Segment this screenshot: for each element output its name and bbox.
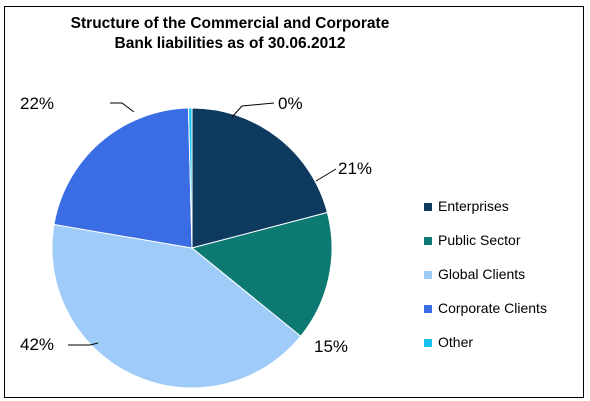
leader-line-enterprises <box>315 168 337 182</box>
data-label-global-clients: 42% <box>20 335 54 354</box>
data-label-other: 0% <box>278 94 303 113</box>
data-label-enterprises: 21% <box>338 159 372 178</box>
pie-slice-global-clients <box>51 223 302 389</box>
pie-slice-public-sector <box>190 211 333 337</box>
leader-line-other <box>231 102 275 118</box>
chart-title: Structure of the Commercial and Corporat… <box>60 14 400 54</box>
data-label-corporate-clients: 22% <box>20 94 54 113</box>
legend-swatch-public-sector <box>424 237 432 245</box>
legend-swatch-corporate-clients <box>424 305 432 313</box>
legend-label-enterprises: Enterprises <box>438 198 509 214</box>
chart-frame <box>4 6 584 398</box>
legend-label-corporate-clients: Corporate Clients <box>438 300 547 316</box>
legend-label-global-clients: Global Clients <box>438 266 526 282</box>
legend-label-other: Other <box>438 334 474 350</box>
pie-slice-corporate-clients <box>53 107 193 249</box>
legend-swatch-global-clients <box>424 271 432 279</box>
legend-label-public-sector: Public Sector <box>438 232 521 248</box>
chart-title-line-2: Bank liabilities as of 30.06.2012 <box>114 35 346 52</box>
legend-swatch-enterprises <box>424 203 432 211</box>
legend-swatch-other <box>424 339 432 347</box>
data-label-public-sector: 15% <box>314 337 348 356</box>
pie-slice-enterprises <box>191 107 329 249</box>
chart-title-line-1: Structure of the Commercial and Corporat… <box>70 15 390 32</box>
pie-slice-other <box>187 107 193 249</box>
leader-line-global-clients <box>68 342 99 346</box>
leader-line-corporate-clients <box>110 102 135 113</box>
